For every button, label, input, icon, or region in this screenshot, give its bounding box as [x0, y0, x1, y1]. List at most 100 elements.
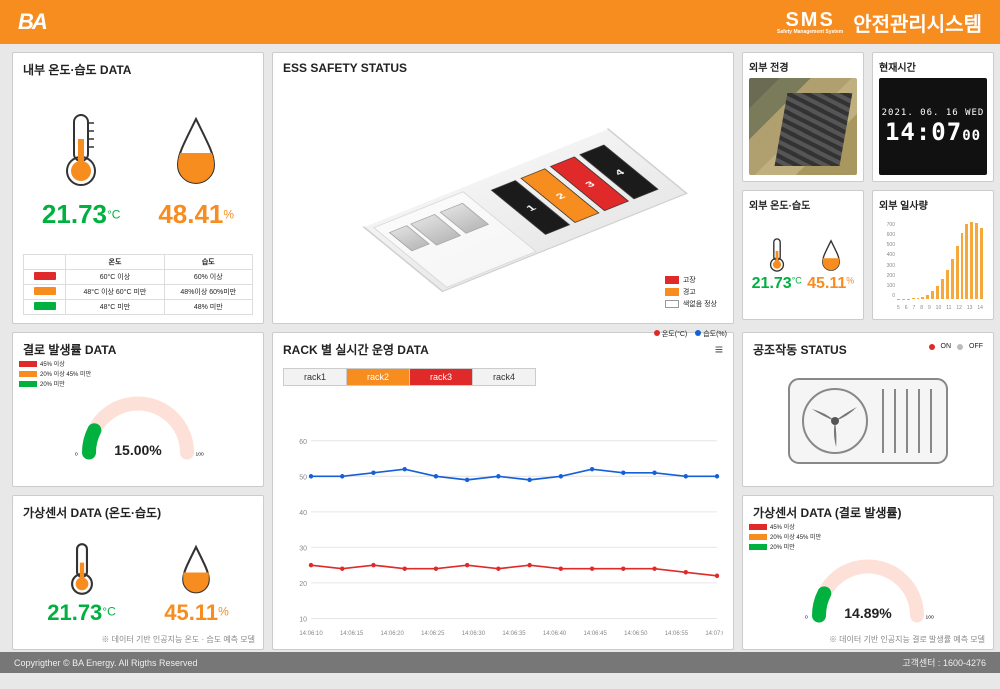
vs-hum-unit: %: [218, 604, 229, 618]
panel-hvac-status: 공조작동 STATUS ON OFF: [742, 332, 994, 487]
svg-text:14:06:50: 14:06:50: [624, 631, 648, 637]
rack-tab-rack3[interactable]: rack3: [410, 368, 473, 386]
solar-bar-chart: 7006005004003002001000 567891011121314: [879, 216, 987, 313]
th-hum: 습도: [164, 255, 252, 270]
card-solar: 외부 일사량 7006005004003002001000 5678910111…: [872, 190, 994, 320]
solar-bar: [965, 224, 968, 299]
panel-title: 내부 온도·습도 DATA: [23, 61, 253, 78]
vsdew-note: ※ 데이터 기반 인공지능 결로 발생률 예측 모델: [829, 634, 985, 645]
svg-text:100: 100: [926, 614, 934, 620]
logo: BA: [18, 9, 46, 35]
solar-bar: [926, 295, 929, 299]
th-hum-cell: 48%이상 60%미만: [164, 285, 252, 300]
dashboard-grid: 내부 온도·습도 DATA 21.73°C: [0, 44, 1000, 652]
svg-text:0: 0: [805, 614, 808, 620]
solar-bar: [912, 298, 915, 299]
legend-label: 고장: [683, 275, 696, 285]
internal-hum-unit: %: [223, 207, 234, 221]
svg-text:14:06:55: 14:06:55: [665, 631, 689, 637]
thermometer-icon: [57, 113, 105, 187]
droplet-icon: [172, 113, 220, 187]
on-label: ON: [941, 343, 952, 350]
sms-label: SMS: [785, 10, 834, 30]
system-title: SMS Safety Management System 안전관리시스템: [777, 8, 982, 37]
svg-text:10: 10: [299, 615, 307, 623]
rack-tab-rack4[interactable]: rack4: [473, 368, 536, 386]
card-exterior-view: 외부 전경: [742, 52, 864, 182]
card-clock: 현재시간 2021. 06. 16 WED 14:0700: [872, 52, 994, 182]
panel-rack-chart: RACK 별 실시간 운영 DATA ≡ rack1rack2rack3rack…: [272, 332, 734, 650]
hvac-unit-icon: [753, 364, 983, 478]
container-3d: 1234: [362, 127, 688, 291]
panel-title: RACK 별 실시간 운영 DATA: [283, 341, 723, 358]
th-temp-cell: 48°C 미만: [66, 300, 164, 315]
clock-hhmm: 14:07: [885, 118, 962, 146]
th-temp-cell: 48°C 이상 60°C 미만: [66, 285, 164, 300]
sms-subtitle: Safety Management System: [777, 30, 843, 35]
rack-tab-rack1[interactable]: rack1: [283, 368, 347, 386]
solar-bar: [956, 246, 959, 299]
solar-bar: [980, 228, 983, 299]
svg-text:100: 100: [196, 451, 204, 457]
legend-label: 색없음 정상: [683, 299, 717, 309]
svg-text:14:07:00: 14:07:00: [705, 631, 723, 637]
vs-temp-note: ※ 데이터 기반 인공지능 온도 · 습도 예측 모델: [101, 634, 255, 645]
svg-text:40: 40: [299, 509, 307, 517]
copyright: Copyrigther © BA Energy. All Rigths Rese…: [14, 658, 198, 668]
panel-dew-rate: 결로 발생률 DATA 45% 이상20% 이상 45% 미만20% 미만 01…: [12, 332, 264, 487]
ext-hum-value: 45.11: [807, 275, 846, 292]
panel-virtual-temp-hum: 가상센서 DATA (온도·습도) 21.73°C 45.11% ※ 데이터 기…: [12, 495, 264, 650]
dew-gauge: 0 100 15.00%: [23, 364, 253, 478]
digital-clock: 2021. 06. 16 WED 14:0700: [879, 78, 987, 175]
internal-temp-unit: °C: [107, 207, 120, 221]
threshold-table: 온도습도 60°C 이상60% 이상48°C 이상 60°C 미만48%이상 6…: [23, 254, 253, 315]
svg-text:14:06:40: 14:06:40: [543, 631, 567, 637]
off-label: OFF: [969, 343, 983, 350]
svg-text:14:06:10: 14:06:10: [299, 631, 323, 637]
internal-hum-value: 48.41: [158, 199, 223, 229]
svg-text:60: 60: [299, 438, 307, 446]
card-title: 외부 전경: [749, 59, 857, 74]
rack-tab-rack2[interactable]: rack2: [347, 368, 410, 386]
vs-temp-unit: °C: [102, 604, 115, 618]
internal-temp-value: 21.73: [42, 199, 107, 229]
legend-label: 온도(°C): [662, 331, 687, 338]
svg-text:0: 0: [75, 451, 78, 457]
ext-temp-unit: °C: [792, 275, 802, 285]
panel-title: ESS SAFETY STATUS: [283, 61, 723, 75]
vsdew-gauge: 0 100 14.89%: [753, 527, 983, 641]
contact-number: 1600-4276: [943, 658, 986, 668]
droplet-icon: [179, 542, 213, 596]
th-temp-cell: 60°C 이상: [66, 270, 164, 285]
contact-label: 고객센터 :: [902, 658, 940, 668]
vsdew-gauge-value: 14.89%: [844, 605, 891, 621]
hvac-status-indicator: ON OFF: [929, 343, 984, 350]
dew-gauge-value: 15.00%: [114, 442, 161, 458]
panel-title: 결로 발생률 DATA: [23, 341, 253, 358]
solar-bar: [970, 222, 973, 299]
card-exterior-temp-hum: 외부 온도·습도 21.73°C 45.11%: [742, 190, 864, 320]
panel-title: 가상센서 DATA (온도·습도): [23, 504, 253, 521]
legend-label: 경고: [683, 287, 696, 297]
ext-temp-value: 21.73: [752, 275, 792, 292]
svg-text:50: 50: [299, 473, 307, 481]
menu-icon[interactable]: ≡: [715, 341, 723, 357]
card-title: 외부 온도·습도: [749, 197, 857, 212]
svg-text:14:06:15: 14:06:15: [340, 631, 364, 637]
svg-text:14:06:35: 14:06:35: [502, 631, 526, 637]
solar-bar: [946, 270, 949, 299]
svg-text:14:06:25: 14:06:25: [421, 631, 445, 637]
app-footer: Copyrigther © BA Energy. All Rigths Rese…: [0, 652, 1000, 673]
svg-text:30: 30: [299, 544, 307, 552]
thermometer-icon: [766, 237, 788, 273]
panel-internal-temp-hum: 내부 온도·습도 DATA 21.73°C: [12, 52, 264, 324]
solar-bar: [961, 233, 964, 299]
rack-line-chart: 10203040506014:06:1014:06:1514:06:2014:0…: [283, 394, 723, 641]
svg-text:20: 20: [299, 580, 307, 588]
solar-bar: [917, 298, 920, 299]
solar-bar: [951, 259, 954, 299]
panel-title: 가상센서 DATA (결로 발생률): [753, 504, 983, 521]
th-hum-cell: 60% 이상: [164, 270, 252, 285]
panel-virtual-dew: 가상센서 DATA (결로 발생률) 45% 이상20% 이상 45% 미만20…: [742, 495, 994, 650]
th-hum-cell: 48% 미만: [164, 300, 252, 315]
